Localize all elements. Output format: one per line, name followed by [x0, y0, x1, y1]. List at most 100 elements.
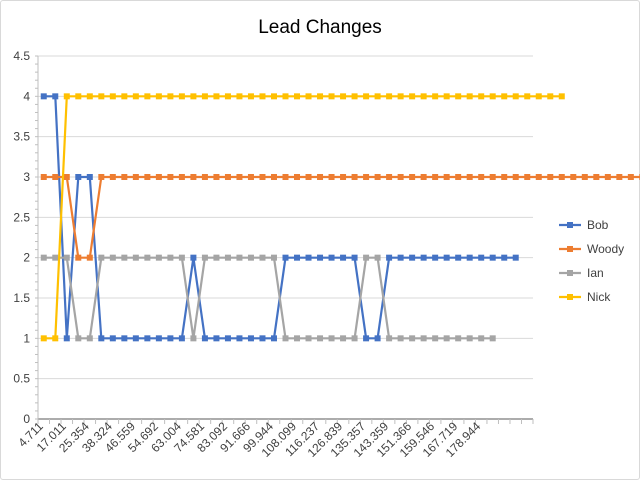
- y-tick-label: 4.5: [13, 49, 30, 63]
- data-point-ian: [351, 335, 358, 342]
- data-point-nick: [109, 93, 116, 100]
- data-point-woody: [213, 174, 220, 180]
- data-point-ian: [75, 335, 82, 342]
- data-point-ian: [63, 254, 70, 261]
- data-point-woody: [52, 174, 59, 180]
- data-point-ian: [190, 335, 197, 342]
- data-point-nick: [501, 93, 508, 100]
- data-point-woody: [98, 174, 105, 180]
- data-point-bob: [455, 254, 462, 261]
- data-point-ian: [132, 254, 139, 261]
- data-point-bob: [420, 254, 427, 261]
- data-point-nick: [98, 93, 105, 100]
- data-point-nick: [40, 335, 47, 342]
- y-tick-label: 2.5: [13, 210, 30, 224]
- data-point-woody: [558, 174, 565, 180]
- data-point-woody: [478, 174, 485, 180]
- data-point-bob: [397, 254, 404, 261]
- data-point-nick: [374, 93, 381, 100]
- data-point-woody: [363, 174, 370, 180]
- data-point-nick: [466, 93, 473, 100]
- data-point-ian: [178, 254, 185, 261]
- data-point-woody: [501, 174, 508, 180]
- data-point-woody: [535, 174, 542, 180]
- data-point-bob: [294, 254, 301, 261]
- data-point-nick: [294, 93, 301, 100]
- data-point-woody: [374, 174, 381, 180]
- data-point-woody: [420, 174, 427, 180]
- data-point-bob: [155, 335, 162, 342]
- data-point-woody: [270, 174, 277, 180]
- data-point-bob: [374, 335, 381, 342]
- data-point-woody: [236, 174, 243, 180]
- data-point-woody: [294, 174, 301, 180]
- y-tick-label: 2: [23, 251, 30, 265]
- data-point-bob: [213, 335, 220, 342]
- data-point-nick: [432, 93, 439, 100]
- y-tick-label: 0.5: [13, 372, 30, 386]
- y-tick-label: 1.5: [13, 291, 30, 305]
- data-point-bob: [466, 254, 473, 261]
- data-point-woody: [616, 174, 623, 180]
- data-point-nick: [420, 93, 427, 100]
- data-point-ian: [270, 254, 277, 261]
- data-point-bob: [236, 335, 243, 342]
- data-point-woody: [86, 254, 93, 261]
- data-point-nick: [535, 93, 542, 100]
- data-point-bob: [340, 254, 347, 261]
- data-point-woody: [340, 174, 347, 180]
- data-point-nick: [397, 93, 404, 100]
- data-point-ian: [374, 254, 381, 261]
- legend-label-nick: Nick: [587, 290, 611, 304]
- data-point-nick: [317, 93, 324, 100]
- data-point-woody: [109, 174, 116, 180]
- data-point-nick: [282, 93, 289, 100]
- data-point-bob: [75, 174, 82, 180]
- data-point-nick: [75, 93, 82, 100]
- data-point-woody: [593, 174, 600, 180]
- data-point-nick: [478, 93, 485, 100]
- data-point-nick: [524, 93, 531, 100]
- data-point-ian: [121, 254, 128, 261]
- data-point-bob: [386, 254, 393, 261]
- data-point-ian: [201, 254, 208, 261]
- legend-label-ian: Ian: [587, 266, 604, 280]
- data-point-woody: [604, 174, 611, 180]
- data-point-woody: [75, 254, 82, 261]
- data-point-ian: [305, 335, 312, 342]
- data-point-ian: [52, 254, 59, 261]
- data-point-bob: [478, 254, 485, 261]
- data-point-bob: [328, 254, 335, 261]
- data-point-ian: [167, 254, 174, 261]
- data-point-woody: [144, 174, 151, 180]
- data-point-ian: [86, 335, 93, 342]
- data-point-bob: [190, 254, 197, 261]
- data-point-nick: [224, 93, 231, 100]
- data-point-nick: [547, 93, 554, 100]
- data-point-bob: [132, 335, 139, 342]
- data-point-ian: [236, 254, 243, 261]
- data-point-ian: [40, 254, 47, 261]
- data-point-woody: [489, 174, 496, 180]
- data-point-woody: [351, 174, 358, 180]
- data-point-woody: [121, 174, 128, 180]
- data-point-bob: [363, 335, 370, 342]
- data-point-bob: [501, 254, 508, 261]
- data-point-ian: [397, 335, 404, 342]
- data-point-bob: [305, 254, 312, 261]
- data-point-bob: [86, 174, 93, 180]
- data-point-woody: [63, 174, 70, 180]
- data-point-bob: [317, 254, 324, 261]
- data-point-ian: [213, 254, 220, 261]
- data-point-bob: [409, 254, 416, 261]
- data-point-nick: [259, 93, 266, 100]
- data-point-nick: [121, 93, 128, 100]
- data-point-woody: [201, 174, 208, 180]
- data-point-nick: [512, 93, 519, 100]
- data-point-nick: [409, 93, 416, 100]
- data-point-nick: [247, 93, 254, 100]
- data-point-ian: [420, 335, 427, 342]
- data-point-nick: [63, 93, 70, 100]
- data-point-bob: [259, 335, 266, 342]
